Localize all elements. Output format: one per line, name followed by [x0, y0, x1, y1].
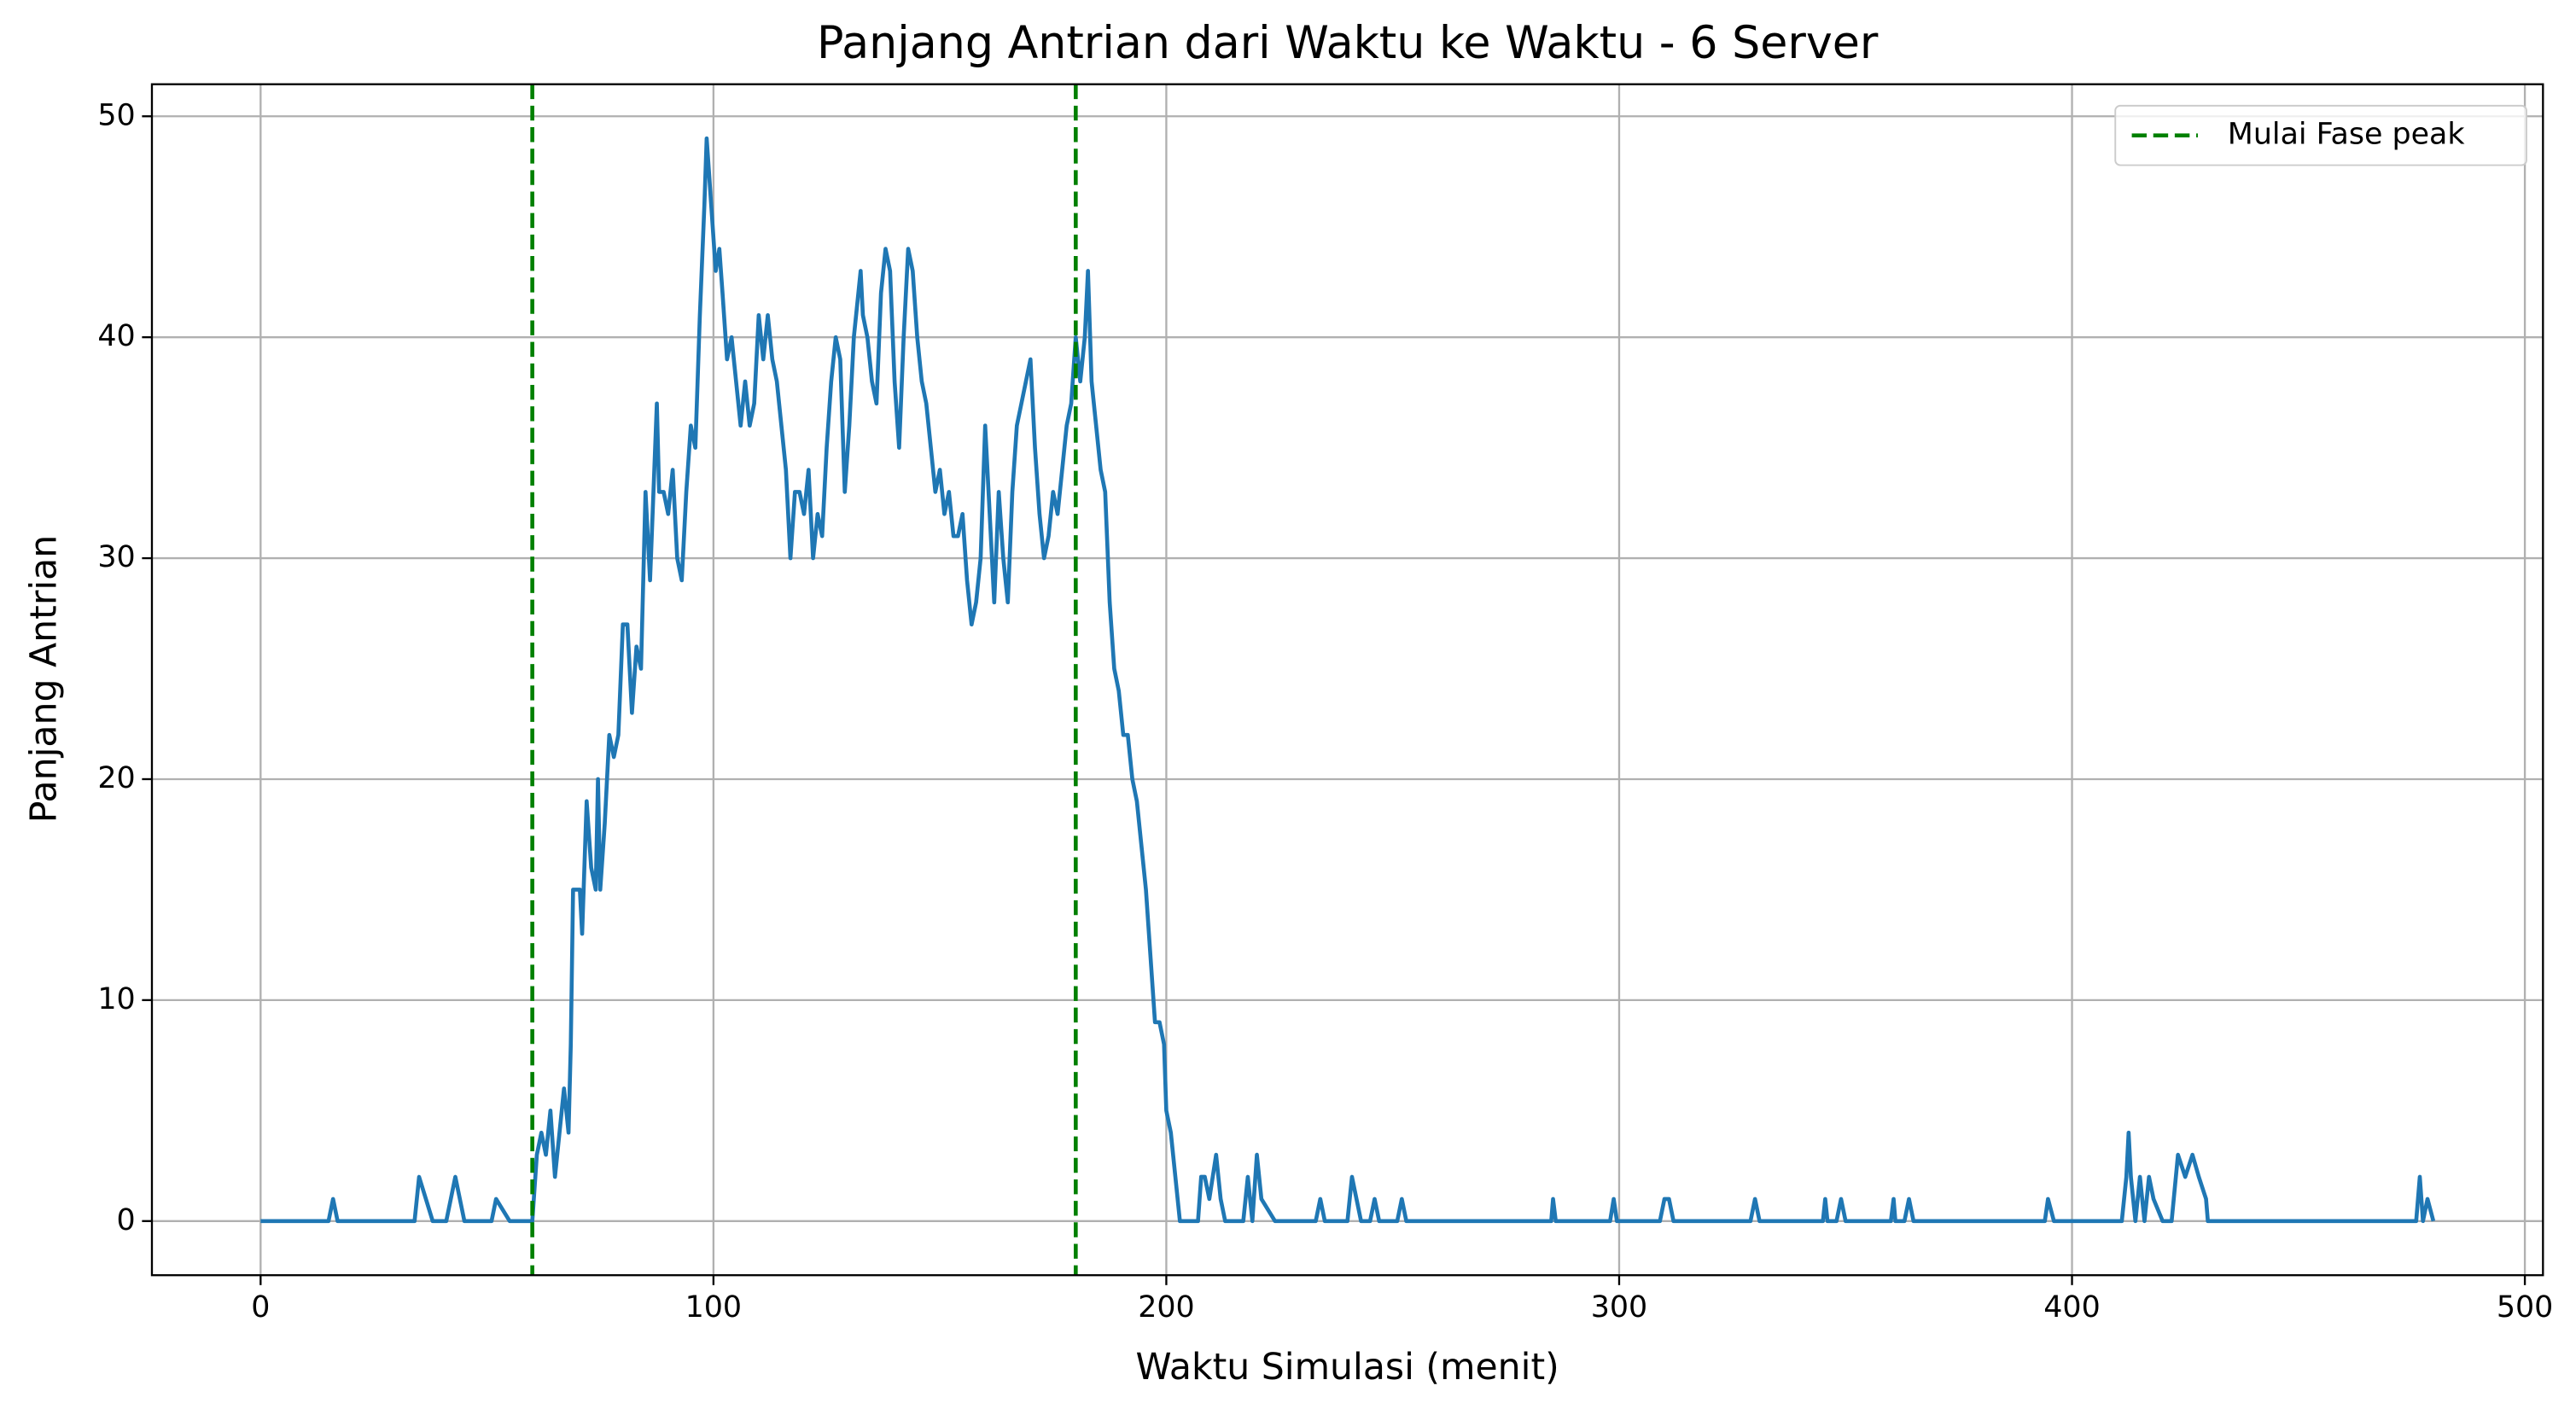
y-tick-label: 0: [116, 1203, 135, 1237]
chart-title: Panjang Antrian dari Waktu ke Waktu - 6 …: [817, 18, 1879, 69]
y-tick-label: 50: [97, 98, 135, 132]
x-tick-label: 300: [1591, 1290, 1647, 1325]
y-tick-label: 20: [97, 761, 135, 795]
y-axis-label: Panjang Antrian: [23, 535, 66, 823]
legend-label: Mulai Fase peak: [2228, 118, 2466, 152]
x-tick-label: 0: [251, 1290, 270, 1325]
x-tick-label: 100: [685, 1290, 742, 1325]
x-tick-label: 200: [1138, 1290, 1194, 1325]
x-tick-label: 500: [2497, 1290, 2553, 1325]
data-line: [260, 136, 2436, 1224]
legend-box: [2114, 104, 2527, 166]
y-tick-label: 10: [97, 982, 135, 1016]
x-tick-label: 400: [2043, 1290, 2100, 1325]
y-tick-label: 40: [97, 319, 135, 353]
plot-frame: [150, 83, 2544, 1277]
legend: Mulai Fase peak: [2114, 104, 2527, 166]
y-tick-label: 30: [97, 540, 135, 574]
x-axis-label: Waktu Simulasi (menit): [1136, 1346, 1559, 1389]
